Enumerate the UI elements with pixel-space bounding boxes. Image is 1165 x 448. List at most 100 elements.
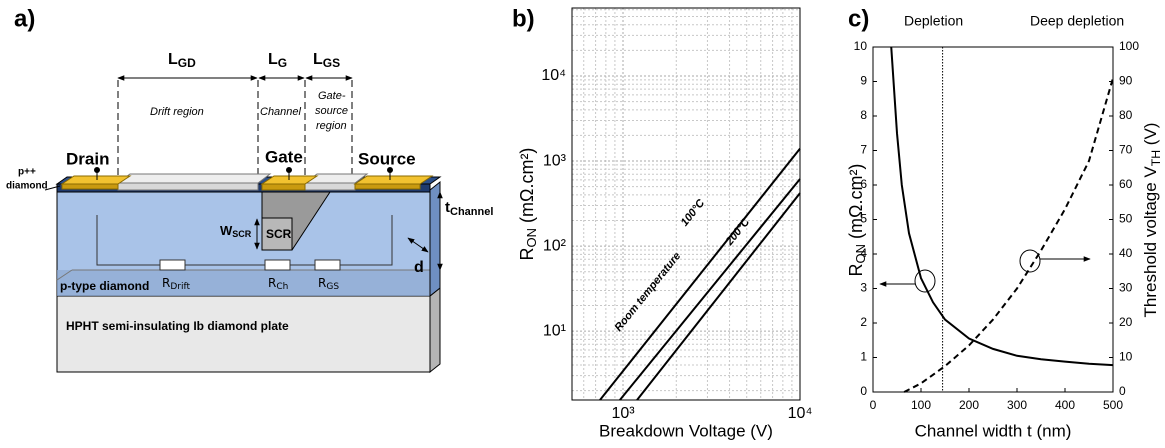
- dimension-label: LGS: [313, 51, 340, 70]
- dimension-label: tChannel: [445, 199, 493, 218]
- y2-tick-label: 60: [1119, 177, 1133, 191]
- series-line: [903, 77, 1114, 393]
- source-contact: [354, 183, 421, 190]
- resistor-label: RCh: [268, 276, 288, 292]
- y2-tick-label: 90: [1119, 74, 1133, 88]
- body-side: [429, 180, 441, 298]
- y-tick-label: 10²: [543, 237, 567, 254]
- y-axis-label-sub: ON: [853, 244, 868, 263]
- x-axis-label: Breakdown Voltage (V): [599, 421, 773, 440]
- y-tick-label: 7: [860, 143, 867, 157]
- y2-axis-label-part: Threshold voltage V: [1141, 166, 1160, 318]
- y-tick-label: 0: [860, 384, 867, 398]
- y-axis-label-part: (mΩ.cm²): [846, 164, 866, 244]
- resistor-label: RDrift: [162, 276, 190, 292]
- layer-edge: [56, 269, 73, 281]
- dimension-label: LG: [268, 51, 287, 70]
- leader-line: [44, 185, 61, 191]
- region-label: Gate-: [318, 90, 346, 102]
- x-tick-label: 200: [959, 398, 979, 412]
- y2-axis-label-part: (V): [1141, 123, 1160, 150]
- series-line: [619, 178, 801, 401]
- layer-label: diamond: [6, 181, 48, 192]
- region-label: source: [315, 105, 348, 117]
- x-tick-label: 400: [1055, 398, 1075, 412]
- dimension-label: LGD: [168, 51, 196, 70]
- y-axis-label-sub: ON: [524, 228, 539, 247]
- resistor-label: RGS: [318, 276, 339, 292]
- axis-indicator: [1019, 249, 1041, 273]
- resistor: [159, 259, 186, 271]
- series-line: [636, 192, 801, 401]
- drain-contact: [61, 183, 119, 190]
- axis-indicator: [914, 269, 936, 293]
- plot-frame: [872, 46, 1114, 393]
- y-tick-label: 9: [860, 74, 867, 88]
- x-axis-label: Channel width t (nm): [915, 421, 1072, 440]
- plot-frame: [571, 7, 801, 401]
- y2-tick-label: 0: [1119, 384, 1126, 398]
- diagram: a) LGD LG LGS Drift region Channel Gate-…: [6, 5, 493, 374]
- series-label: 100°C: [679, 196, 708, 228]
- dimension-label: d: [414, 259, 424, 276]
- y-tick-label: 3: [860, 281, 867, 295]
- y2-axis-label-sub: TH: [1149, 150, 1163, 166]
- y-axis-label-part: R: [846, 263, 866, 276]
- region-label: Depletion: [904, 13, 963, 29]
- y2-tick-label: 80: [1119, 108, 1133, 122]
- substrate: [56, 295, 431, 373]
- y-tick-label: 10⁴: [541, 67, 566, 84]
- x-tick-label: 500: [1103, 398, 1123, 412]
- y-axis-label-part: R: [517, 247, 537, 260]
- region-label: Deep depletion: [1030, 13, 1124, 29]
- layer-label: p++: [18, 167, 36, 178]
- y-tick-label: 5: [860, 212, 867, 226]
- panel-label: a): [14, 5, 35, 32]
- terminals: [94, 167, 393, 180]
- series-line: [599, 147, 801, 401]
- y-tick-label: 10: [854, 39, 868, 53]
- terminal-label: Gate: [265, 147, 303, 166]
- current-path: [96, 215, 393, 266]
- scr-box: [261, 217, 293, 251]
- y-tick-label: 8: [860, 108, 867, 122]
- y-tick-label: 1: [860, 350, 867, 364]
- x-tick-label: 10⁴: [788, 405, 813, 422]
- y2-axis-label: Threshold voltage VTH (V): [1141, 123, 1163, 318]
- drain-contact: [60, 175, 132, 185]
- terminal-label: Source: [358, 149, 416, 168]
- source-contact: [353, 175, 434, 185]
- resistor: [264, 259, 291, 271]
- substrate-side: [429, 286, 441, 374]
- y-axis-label: RON (mΩ.cm²): [517, 148, 540, 261]
- passivation: [116, 173, 272, 184]
- dimension-arrow: [407, 237, 429, 253]
- y2-tick-label: 20: [1119, 315, 1133, 329]
- series-label: Room temperature: [612, 250, 683, 334]
- panel-label: b): [512, 5, 535, 32]
- substrate-label: HPHT semi-insulating Ib diamond plate: [66, 319, 289, 333]
- y2-tick-label: 70: [1119, 143, 1133, 157]
- x-tick-label: 10³: [611, 405, 635, 422]
- y-tick-label: 4: [860, 246, 867, 260]
- dimension-label: WSCR: [220, 223, 252, 239]
- x-tick-label: 100: [911, 398, 931, 412]
- x-tick-label: 0: [870, 398, 877, 412]
- layer-label: p-type diamond: [60, 279, 149, 293]
- y-tick-label: 2: [860, 315, 867, 329]
- region-label: Drift region: [150, 106, 204, 118]
- terminal-label: Drain: [66, 149, 109, 168]
- y-tick-label: 6: [860, 177, 867, 191]
- x-tick-label: 300: [1007, 398, 1027, 412]
- p-type-layer: [57, 270, 430, 296]
- y-axis-label: RON (mΩ.cm²): [846, 164, 869, 277]
- y2-tick-label: 40: [1119, 246, 1133, 260]
- passivation: [304, 182, 356, 191]
- y2-tick-label: 100: [1119, 39, 1139, 53]
- region-label: Channel: [260, 106, 302, 118]
- y-axis-label-part: (mΩ.cm²): [517, 148, 537, 228]
- y-tick-label: 10¹: [543, 322, 566, 339]
- passivation: [117, 182, 259, 191]
- scr-label: SCR: [266, 227, 292, 241]
